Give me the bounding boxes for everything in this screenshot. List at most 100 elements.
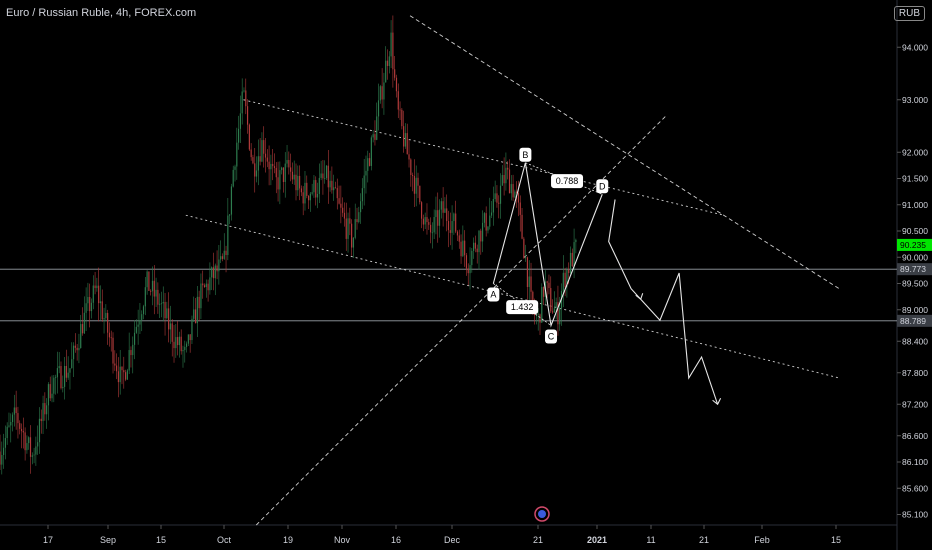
candle-body [290, 167, 292, 172]
candle-body [474, 242, 477, 249]
candle-body [311, 192, 313, 194]
candle-body [553, 308, 555, 313]
candle-body [295, 174, 297, 191]
candle-body [460, 241, 462, 257]
y-tick-label: 89.000 [902, 305, 928, 315]
candle-body [6, 426, 8, 439]
candle-body [212, 267, 215, 279]
candle-body [255, 170, 258, 177]
candle-body [164, 301, 166, 319]
candle-body [94, 285, 96, 289]
candle-body [37, 442, 39, 447]
candle-body [155, 289, 157, 297]
x-tick-label: Oct [217, 535, 232, 545]
candle-body [29, 437, 32, 457]
candle-body [159, 303, 161, 305]
candle-body [238, 128, 240, 143]
candle-body [464, 240, 466, 256]
candle-body [139, 320, 141, 325]
candle-body [135, 326, 137, 333]
candle-body [388, 56, 390, 66]
candle-body [548, 282, 550, 289]
candle-body [31, 455, 33, 457]
candle-body [58, 366, 60, 369]
candle-body [485, 213, 487, 231]
candle-body [26, 443, 28, 451]
candle-body [254, 163, 256, 177]
candle-body [490, 212, 493, 216]
candle-body [320, 173, 322, 178]
candle-body [153, 280, 155, 297]
candle-body [537, 314, 539, 316]
level-price-badge [897, 263, 932, 276]
candle-body [89, 296, 91, 312]
candle-body [198, 296, 200, 309]
y-tick-label: 86.600 [902, 431, 928, 441]
candle-body [307, 195, 310, 201]
candle-body [297, 175, 299, 191]
candle-body [456, 231, 459, 236]
trendline [185, 214, 840, 379]
candle-body [270, 163, 272, 170]
candle-body [53, 377, 55, 394]
candle-body [358, 212, 360, 223]
candle-body [451, 221, 453, 233]
candle-body [99, 301, 102, 304]
current-price-label: 90.235 [900, 240, 926, 250]
candle-body [160, 303, 163, 305]
candle-body [221, 256, 224, 259]
candle-body [288, 159, 290, 168]
y-tick-label: 94.000 [902, 42, 928, 52]
y-tick-label: 87.200 [902, 399, 928, 409]
candle-body [266, 157, 268, 162]
candle-body [223, 250, 225, 259]
x-tick-label: 11 [646, 535, 655, 545]
candle-body [431, 232, 433, 234]
candle-body [71, 359, 73, 369]
currency-badge[interactable]: RUB [893, 6, 925, 21]
candle-body [395, 77, 398, 92]
candle-body [429, 224, 432, 233]
candle-body [379, 86, 381, 101]
candle-body [279, 170, 281, 190]
candle-body [203, 285, 206, 288]
candle-body [293, 174, 295, 180]
x-tick-label: 2021 [587, 535, 607, 545]
candle-body [166, 308, 168, 319]
candle-body [420, 202, 423, 219]
candle-body [342, 207, 344, 213]
candle-body [365, 170, 367, 176]
candle-body [438, 209, 441, 226]
y-tick-label: 86.100 [902, 457, 928, 467]
pattern-point-box [487, 287, 500, 302]
candle-body [178, 336, 180, 346]
candle-body [28, 437, 30, 444]
candle-body [252, 157, 254, 164]
candle-body [361, 188, 363, 202]
candle-body [69, 368, 71, 373]
candle-body [281, 167, 283, 171]
candle-body [193, 309, 195, 319]
candle-body [331, 180, 333, 191]
candle-body [272, 163, 274, 167]
y-tick-label: 89.500 [902, 279, 928, 289]
candle-body [121, 366, 123, 371]
candle-body [435, 210, 437, 218]
candle-body [137, 324, 139, 327]
candle-body [381, 86, 383, 100]
trendline [243, 99, 725, 216]
candle-body [401, 109, 403, 127]
candle-body [508, 169, 511, 194]
candle-body [245, 90, 247, 107]
candle-body [15, 407, 17, 414]
candle-body [444, 208, 446, 213]
candle-body [78, 348, 80, 351]
candle-body [542, 287, 545, 297]
current-price-badge [897, 238, 932, 251]
candle-body [501, 175, 503, 186]
candle-body [87, 296, 89, 304]
candle-body [46, 405, 48, 415]
x-tick-label: Nov [334, 535, 351, 545]
